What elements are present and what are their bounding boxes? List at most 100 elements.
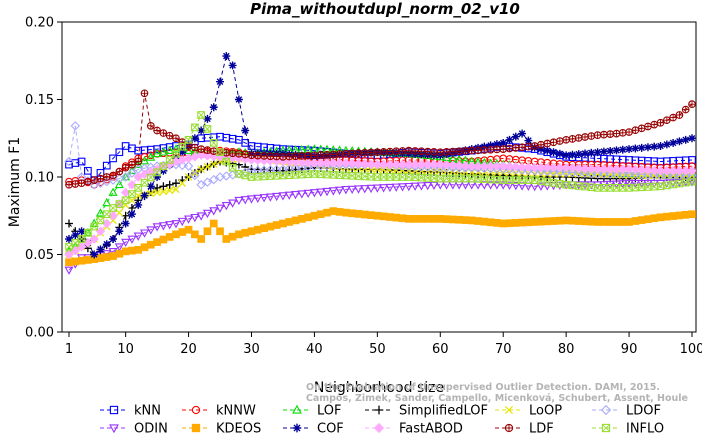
data-point-ldof [630,169,641,179]
data-point-inflo [606,184,615,192]
data-point-ldf [266,152,275,161]
data-point-kdeos [360,210,369,219]
data-point-cof [499,138,508,147]
data-point-ldf [392,147,401,156]
data-point-loop [128,196,136,205]
data-point-odin [114,243,124,252]
x-tick-label: 60 [432,342,449,357]
data-point-ldf [455,147,464,156]
data-point-ldf [253,151,262,160]
data-point-ldf [146,121,155,130]
data-point-fastabod [655,166,666,176]
data-point-kdeos [348,209,357,218]
data-point-ldof [567,167,578,178]
data-point-fastabod [529,162,540,173]
data-point-ldf [140,89,149,98]
data-point-fastabod [467,161,477,171]
data-point-kdeos [386,213,394,221]
data-point-ldof [605,169,615,179]
data-point-cof [492,140,501,149]
data-point-lof [171,144,181,153]
data-point-kdeos [467,216,476,225]
data-point-loop [153,188,161,197]
x-tick-label: 80 [558,342,575,357]
data-point-odin [221,202,231,211]
data-point-ldf [662,116,671,125]
data-point-ldf [348,149,357,158]
data-point-odin [486,181,496,190]
data-point-ldf [612,129,621,138]
data-point-cof [486,141,495,150]
data-point-inflo [146,173,155,182]
data-point-kdeos [115,249,124,258]
data-point-inflo [134,184,143,192]
data-point-odin [536,182,546,191]
data-point-fastabod [454,160,464,171]
chart-title: Pima_withoutdupl_norm_02_v10 [250,0,520,18]
data-point-cof [555,149,564,158]
data-point-odin [328,187,338,196]
data-point-inflo [153,168,161,177]
data-point-cof [190,134,199,143]
data-point-kdeos [310,211,319,220]
data-point-ldof [599,169,609,179]
data-point-ldf [467,146,476,155]
legend-label: kNN [134,404,161,419]
data-point-fastabod [674,166,685,176]
data-point-ldof [624,169,634,179]
data-point-kdeos [669,212,677,220]
data-point-kdeos [499,219,508,228]
data-point-odin [272,192,282,202]
data-point-cof [599,147,608,156]
data-point-odin [379,184,389,193]
data-point-kdeos [574,217,583,225]
data-point-fastabod [662,166,672,176]
data-point-cof [203,114,212,123]
data-point-fastabod [328,158,339,168]
data-point-cof [637,143,646,152]
data-point-ldf [618,128,627,137]
data-point-odin [624,179,634,189]
data-point-inflo [109,204,117,212]
x-tick-label: 40 [306,342,323,357]
data-point-fastabod [523,162,534,173]
data-point-loop [147,189,155,198]
data-point-odin [139,229,150,238]
data-point-inflo [203,125,212,133]
data-point-ldf [184,142,193,150]
data-point-ldf [134,157,143,166]
data-point-kdeos [109,252,117,260]
data-point-kdeos [197,235,206,243]
data-point-lof [152,148,162,158]
data-point-inflo [77,235,86,243]
legend-item-lof: LOF [283,404,342,419]
data-point-cof [505,135,514,144]
data-point-odin [146,226,156,235]
data-point-odin [133,232,143,241]
data-point-ldof [120,172,131,182]
data-point-odin [64,266,74,275]
data-point-ldf [197,145,206,153]
data-point-ldof [662,170,672,181]
data-point-ldf [172,134,180,143]
data-point-odin [335,186,345,195]
data-point-kdeos [203,227,212,236]
data-point-kdeos [342,208,350,217]
data-point-ldf [493,145,501,154]
data-point-ldf [681,105,690,114]
data-point-cof [115,227,124,236]
data-point-kdeos [367,211,375,219]
data-point-inflo [165,156,174,164]
data-point-fastabod [322,158,332,168]
data-point-knn [71,159,80,167]
data-point-ldf [637,124,646,133]
data-point-fastabod [297,157,307,168]
data-point-knn [77,157,86,166]
data-point-ldf [499,145,508,153]
series-line-loop [68,156,692,255]
data-point-cof [197,126,206,135]
data-point-loop [631,171,640,180]
data-point-fastabod [422,159,433,170]
data-point-inflo [222,157,231,166]
legend-item-ldf: LDF [495,422,554,434]
